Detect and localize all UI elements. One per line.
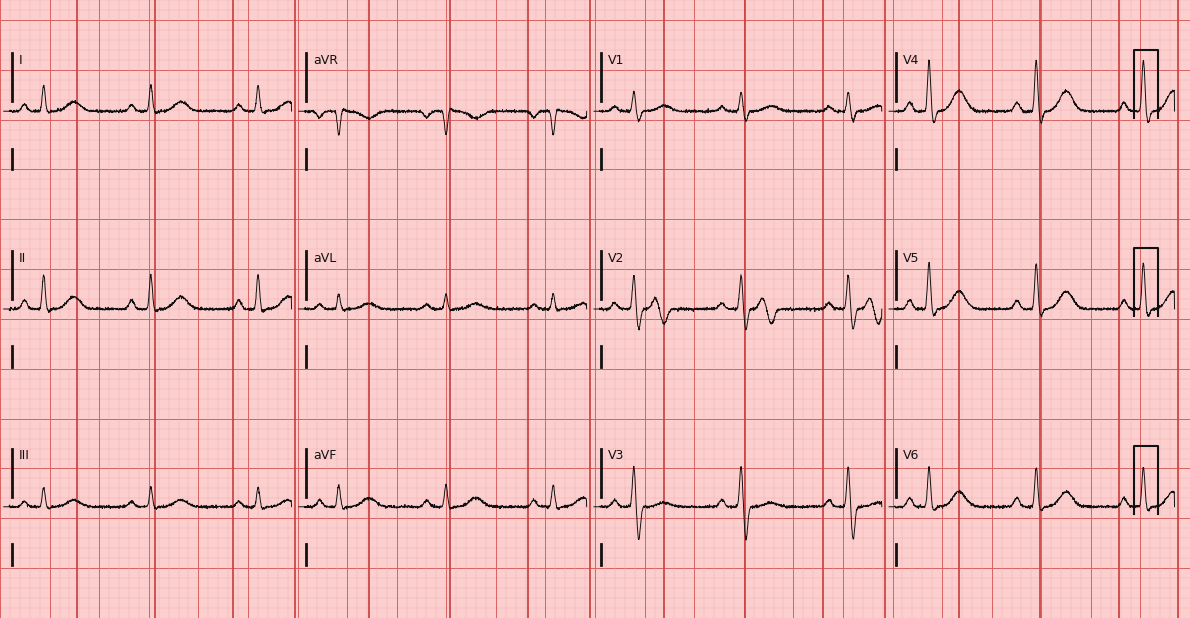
Text: aVL: aVL bbox=[313, 252, 337, 265]
Text: aVF: aVF bbox=[313, 449, 337, 462]
Text: III: III bbox=[19, 449, 30, 462]
Text: V6: V6 bbox=[903, 449, 920, 462]
Text: II: II bbox=[19, 252, 26, 265]
Text: V1: V1 bbox=[608, 54, 625, 67]
Text: V3: V3 bbox=[608, 449, 625, 462]
Text: V4: V4 bbox=[903, 54, 920, 67]
Text: aVR: aVR bbox=[313, 54, 338, 67]
Text: V5: V5 bbox=[903, 252, 920, 265]
Text: V2: V2 bbox=[608, 252, 625, 265]
Text: I: I bbox=[19, 54, 23, 67]
